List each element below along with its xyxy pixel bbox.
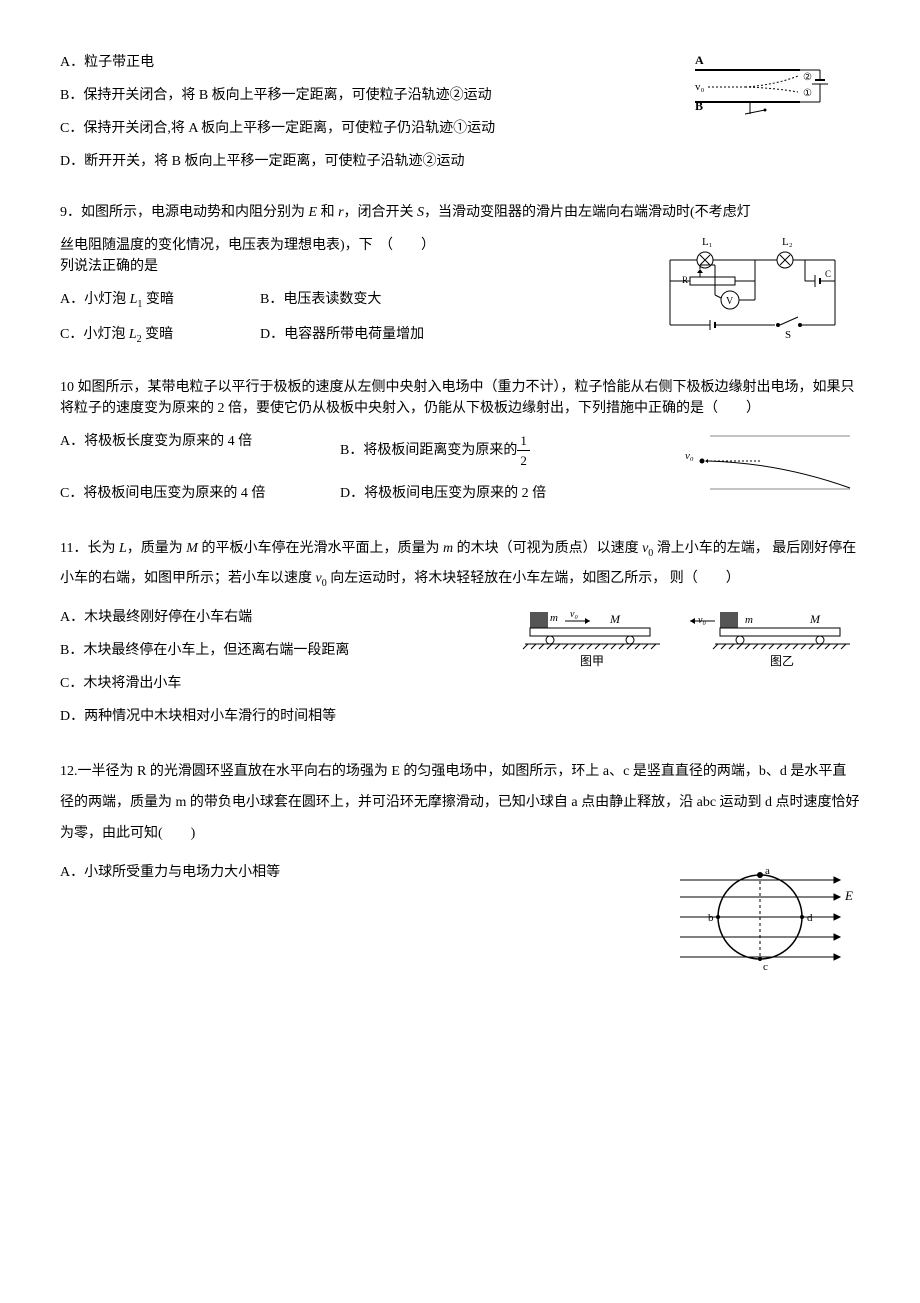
q9-option-b: B．电压表读数变大 xyxy=(260,289,381,312)
svg-text:m: m xyxy=(550,612,558,624)
q8-figure: A v₀ ② ① B xyxy=(690,52,860,139)
q10-option-b: B．将极板间距离变为原来的12 xyxy=(340,431,530,471)
svg-text:图乙: 图乙 xyxy=(770,654,794,668)
svg-text:C: C xyxy=(825,269,831,279)
q8-option-d: D．断开开关，将 B 板向上平移一定距离，可使粒子沿轨迹②运动 xyxy=(60,151,860,172)
q12-figure: E a b d c xyxy=(670,862,860,989)
svg-text:d: d xyxy=(807,912,813,924)
q9-figure: L₁ L₂ R C V xyxy=(660,235,860,352)
q11-figure: m v₀ M 图甲 v₀ m M 图乙 xyxy=(520,607,860,684)
q11-option-d: D．两种情况中木块相对小车滑行的时间相等 xyxy=(60,706,860,727)
svg-text:v₀: v₀ xyxy=(695,81,705,93)
svg-text:L₂: L₂ xyxy=(782,236,793,248)
question-8: A v₀ ② ① B A．粒子带正电 B．保持开关闭合，将 B 板向上平移一定距… xyxy=(60,52,860,184)
q9-paren: （ ） xyxy=(379,235,435,277)
svg-text:V: V xyxy=(726,296,734,307)
q9-option-c: C．小灯泡 L2 变暗 xyxy=(60,324,260,347)
svg-text:b: b xyxy=(708,912,714,924)
svg-text:图甲: 图甲 xyxy=(580,654,604,668)
svg-text:v₀: v₀ xyxy=(570,609,578,620)
q10-option-c: C．将极板间电压变为原来的 4 倍 xyxy=(60,483,340,504)
q10-text: 10 如图所示，某带电粒子以平行于极板的速度从左侧中央射入电场中（重力不计），粒… xyxy=(60,377,860,419)
svg-text:②: ② xyxy=(803,72,812,83)
q11-text: 11．长为 L，质量为 M 的平板小车停在光滑水平面上，质量为 m 的木块（可视… xyxy=(60,534,860,596)
svg-text:m: m xyxy=(745,614,753,626)
question-10: 10 如图所示，某带电粒子以平行于极板的速度从左侧中央射入电场中（重力不计），粒… xyxy=(60,377,860,516)
q12-text: 12.一半径为 R 的光滑圆环竖直放在水平向右的场强为 E 的匀强电场中，如图所… xyxy=(60,757,860,849)
svg-text:M: M xyxy=(809,612,821,626)
svg-text:①: ① xyxy=(803,88,812,99)
q10-figure: v₀ xyxy=(660,431,860,508)
svg-text:v₀: v₀ xyxy=(685,450,694,462)
question-12: 12.一半径为 R 的光滑圆环竖直放在水平向右的场强为 E 的匀强电场中，如图所… xyxy=(60,757,860,988)
svg-text:M: M xyxy=(609,612,621,626)
question-9: 9．如图所示，电源电动势和内阻分别为 E 和 r，闭合开关 S，当滑动变阻器的滑… xyxy=(60,202,860,359)
q9-option-d: D．电容器所带电荷量增加 xyxy=(260,324,424,347)
svg-text:E: E xyxy=(844,888,853,903)
svg-text:L₁: L₁ xyxy=(702,236,713,248)
question-11: 11．长为 L，质量为 M 的平板小车停在光滑水平面上，质量为 m 的木块（可视… xyxy=(60,534,860,740)
q10-option-d: D．将极板间电压变为原来的 2 倍 xyxy=(340,483,546,504)
svg-text:a: a xyxy=(765,865,770,877)
q9-text: 9．如图所示，电源电动势和内阻分别为 E 和 r，闭合开关 S，当滑动变阻器的滑… xyxy=(60,202,860,223)
q9-option-a: A．小灯泡 L1 变暗 xyxy=(60,289,260,312)
svg-text:c: c xyxy=(763,961,768,973)
q10-option-a: A．将极板长度变为原来的 4 倍 xyxy=(60,431,340,471)
svg-text:S: S xyxy=(785,329,791,341)
q9-text-line2: 丝电阻随温度的变化情况，电压表为理想电表)，下列说法正确的是 xyxy=(60,235,379,277)
svg-text:R: R xyxy=(682,275,688,285)
plate-a-label: A xyxy=(695,53,704,67)
